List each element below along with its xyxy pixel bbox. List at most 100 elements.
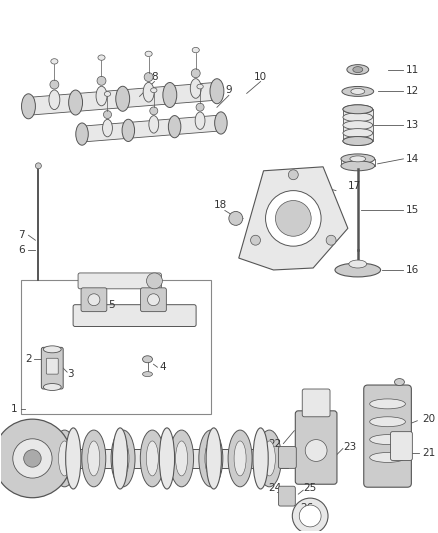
Circle shape [146, 273, 162, 289]
FancyBboxPatch shape [81, 288, 107, 312]
Ellipse shape [190, 79, 201, 98]
Text: 2: 2 [25, 354, 32, 364]
Ellipse shape [370, 434, 406, 445]
Circle shape [229, 212, 243, 225]
FancyBboxPatch shape [73, 305, 196, 327]
Text: 26: 26 [300, 503, 314, 513]
Ellipse shape [111, 430, 135, 487]
Text: 12: 12 [406, 86, 419, 96]
Ellipse shape [149, 116, 159, 133]
FancyBboxPatch shape [141, 288, 166, 312]
Ellipse shape [195, 112, 205, 130]
Ellipse shape [253, 428, 268, 489]
Ellipse shape [98, 55, 105, 60]
Ellipse shape [97, 76, 106, 85]
Ellipse shape [343, 105, 373, 114]
Ellipse shape [102, 119, 113, 137]
Circle shape [13, 439, 52, 478]
Text: 20: 20 [422, 414, 435, 424]
Circle shape [292, 498, 328, 533]
FancyBboxPatch shape [302, 389, 330, 417]
Text: 7: 7 [18, 230, 25, 240]
Text: 25: 25 [303, 483, 317, 493]
Text: 15: 15 [406, 205, 419, 215]
Ellipse shape [305, 440, 327, 462]
Ellipse shape [117, 441, 129, 476]
Text: 14: 14 [406, 154, 419, 164]
Ellipse shape [349, 260, 367, 268]
Ellipse shape [151, 88, 157, 93]
Text: 24: 24 [268, 483, 282, 493]
Polygon shape [28, 82, 217, 115]
Ellipse shape [43, 384, 61, 391]
Ellipse shape [342, 86, 374, 96]
Ellipse shape [69, 90, 82, 115]
Text: 4: 4 [159, 362, 166, 372]
FancyBboxPatch shape [364, 385, 411, 487]
Ellipse shape [145, 51, 152, 56]
Ellipse shape [343, 136, 373, 146]
Ellipse shape [351, 88, 365, 94]
Ellipse shape [206, 428, 221, 489]
Ellipse shape [168, 116, 181, 138]
Ellipse shape [197, 84, 203, 89]
Circle shape [265, 191, 321, 246]
Ellipse shape [143, 83, 154, 102]
Circle shape [326, 235, 336, 245]
Circle shape [35, 163, 41, 169]
Text: 10: 10 [254, 71, 267, 82]
Ellipse shape [350, 156, 366, 162]
Circle shape [0, 419, 72, 498]
Ellipse shape [146, 441, 158, 476]
Ellipse shape [343, 120, 373, 130]
Ellipse shape [43, 346, 61, 353]
Ellipse shape [370, 453, 406, 463]
Text: 8: 8 [151, 71, 158, 82]
Ellipse shape [144, 72, 153, 82]
FancyBboxPatch shape [279, 447, 296, 469]
Ellipse shape [140, 430, 164, 487]
Ellipse shape [116, 86, 130, 111]
Ellipse shape [103, 111, 112, 118]
Circle shape [24, 450, 41, 467]
Ellipse shape [76, 123, 88, 145]
Ellipse shape [150, 107, 158, 115]
Ellipse shape [343, 105, 373, 114]
Ellipse shape [341, 154, 374, 164]
FancyBboxPatch shape [46, 358, 58, 374]
Ellipse shape [196, 103, 204, 111]
Ellipse shape [347, 64, 369, 75]
Ellipse shape [142, 356, 152, 363]
Ellipse shape [210, 79, 224, 104]
Text: 5: 5 [108, 300, 114, 310]
Ellipse shape [263, 441, 276, 476]
Ellipse shape [176, 441, 187, 476]
Circle shape [288, 170, 298, 180]
Ellipse shape [192, 47, 199, 53]
Circle shape [251, 235, 261, 245]
Polygon shape [239, 167, 348, 270]
Ellipse shape [82, 430, 106, 487]
Text: 23: 23 [343, 441, 356, 451]
Text: 11: 11 [406, 64, 419, 75]
Ellipse shape [341, 161, 374, 171]
Ellipse shape [59, 441, 71, 476]
Ellipse shape [66, 428, 81, 489]
Circle shape [276, 200, 311, 236]
Text: 21: 21 [422, 448, 435, 458]
Ellipse shape [113, 428, 128, 489]
Ellipse shape [191, 69, 200, 78]
Ellipse shape [51, 59, 58, 64]
Bar [21, 280, 211, 414]
Ellipse shape [258, 430, 281, 487]
Ellipse shape [228, 430, 252, 487]
Ellipse shape [96, 86, 107, 106]
Ellipse shape [395, 378, 404, 385]
FancyBboxPatch shape [295, 411, 337, 484]
Ellipse shape [170, 430, 194, 487]
Bar [32, 449, 288, 469]
Ellipse shape [104, 92, 111, 96]
Ellipse shape [215, 112, 227, 134]
Ellipse shape [205, 441, 217, 476]
Text: 22: 22 [268, 439, 282, 449]
